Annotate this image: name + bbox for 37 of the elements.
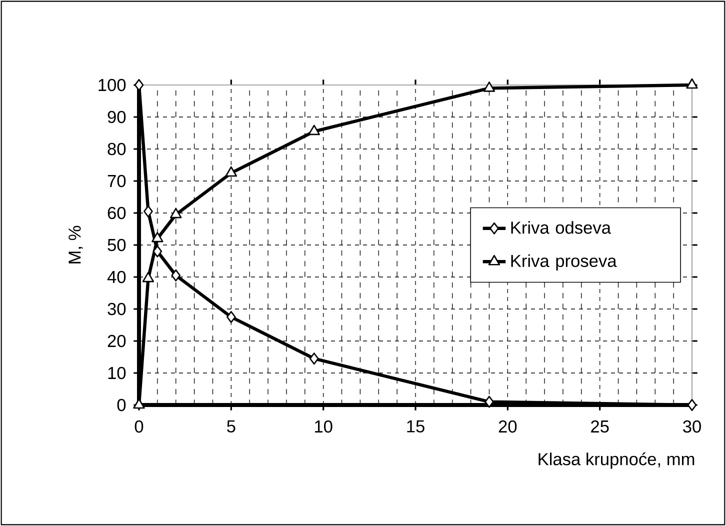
y-tick-label: 30 — [108, 302, 126, 316]
point — [171, 269, 181, 282]
y-tick-label: 20 — [108, 334, 126, 348]
y-tick-label: 80 — [108, 142, 126, 156]
point — [484, 396, 494, 408]
point — [170, 208, 182, 218]
y-tick-label: 10 — [108, 366, 126, 380]
y-tick-label: 40 — [107, 270, 126, 284]
point — [142, 272, 154, 282]
x-tick-label: 0 — [134, 420, 144, 433]
point — [686, 78, 698, 89]
x-tick-label: 20 — [498, 420, 517, 433]
x-tick-label: 5 — [227, 420, 236, 432]
y-tick-label: 60 — [108, 206, 126, 220]
legend-label: Kriva proseva — [511, 254, 617, 270]
point — [144, 205, 153, 218]
y-tick-label: 0 — [117, 398, 126, 412]
point — [309, 352, 319, 365]
point — [152, 245, 162, 258]
x-tick-label: 25 — [591, 420, 609, 433]
point — [308, 124, 320, 136]
y-tick-label: 90 — [108, 110, 126, 124]
x-tick-label: 15 — [407, 420, 424, 432]
y-tick-label: 50 — [108, 238, 126, 252]
y-tick-label: 100 — [98, 78, 126, 92]
x-tick-label: 10 — [315, 420, 332, 433]
point — [687, 398, 697, 411]
point — [226, 310, 236, 323]
point — [225, 166, 238, 177]
y-axis-title: M, % — [68, 226, 83, 264]
point — [483, 82, 496, 92]
legend-label: Kriva odseva — [511, 221, 612, 234]
y-tick-label: 70 — [108, 174, 126, 188]
x-tick-label: 30 — [683, 420, 701, 433]
point — [134, 78, 144, 91]
x-axis-title: Klasa krupnoće, mm — [538, 452, 694, 469]
point — [152, 232, 164, 242]
